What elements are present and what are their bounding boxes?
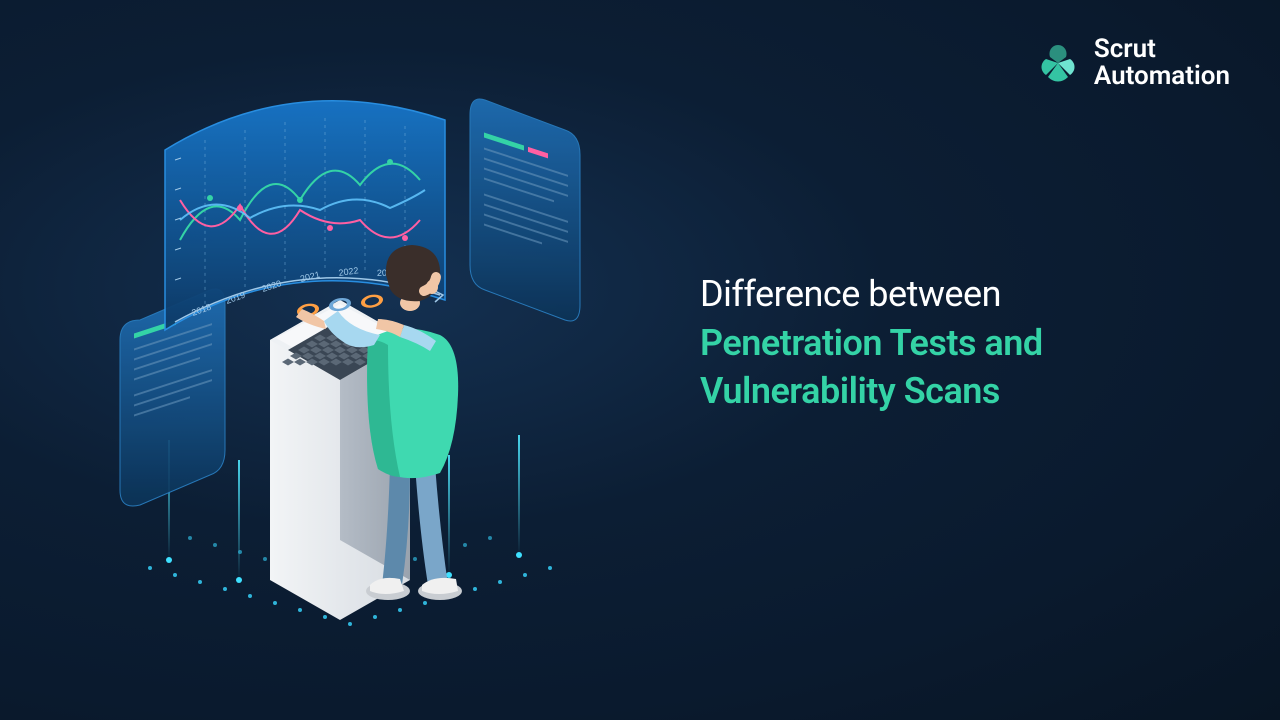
brand-name: Scrut Automation [1094,36,1230,91]
headline-line3: Vulnerability Scans [700,367,1043,416]
headline-line1: Difference between [700,270,1043,319]
headline-line2: Penetration Tests and [700,319,1043,368]
hero-illustration: 2018 2019 2020 2021 2022 2023 2024 [60,60,660,660]
brand-name-line1: Scrut [1094,36,1230,63]
scrut-logo-icon [1034,39,1082,87]
brand-name-line2: Automation [1094,63,1230,90]
right-document-panel [470,99,580,321]
brand-logo: Scrut Automation [1034,36,1230,91]
headline: Difference between Penetration Tests and… [700,270,1043,416]
shoes [366,578,462,600]
